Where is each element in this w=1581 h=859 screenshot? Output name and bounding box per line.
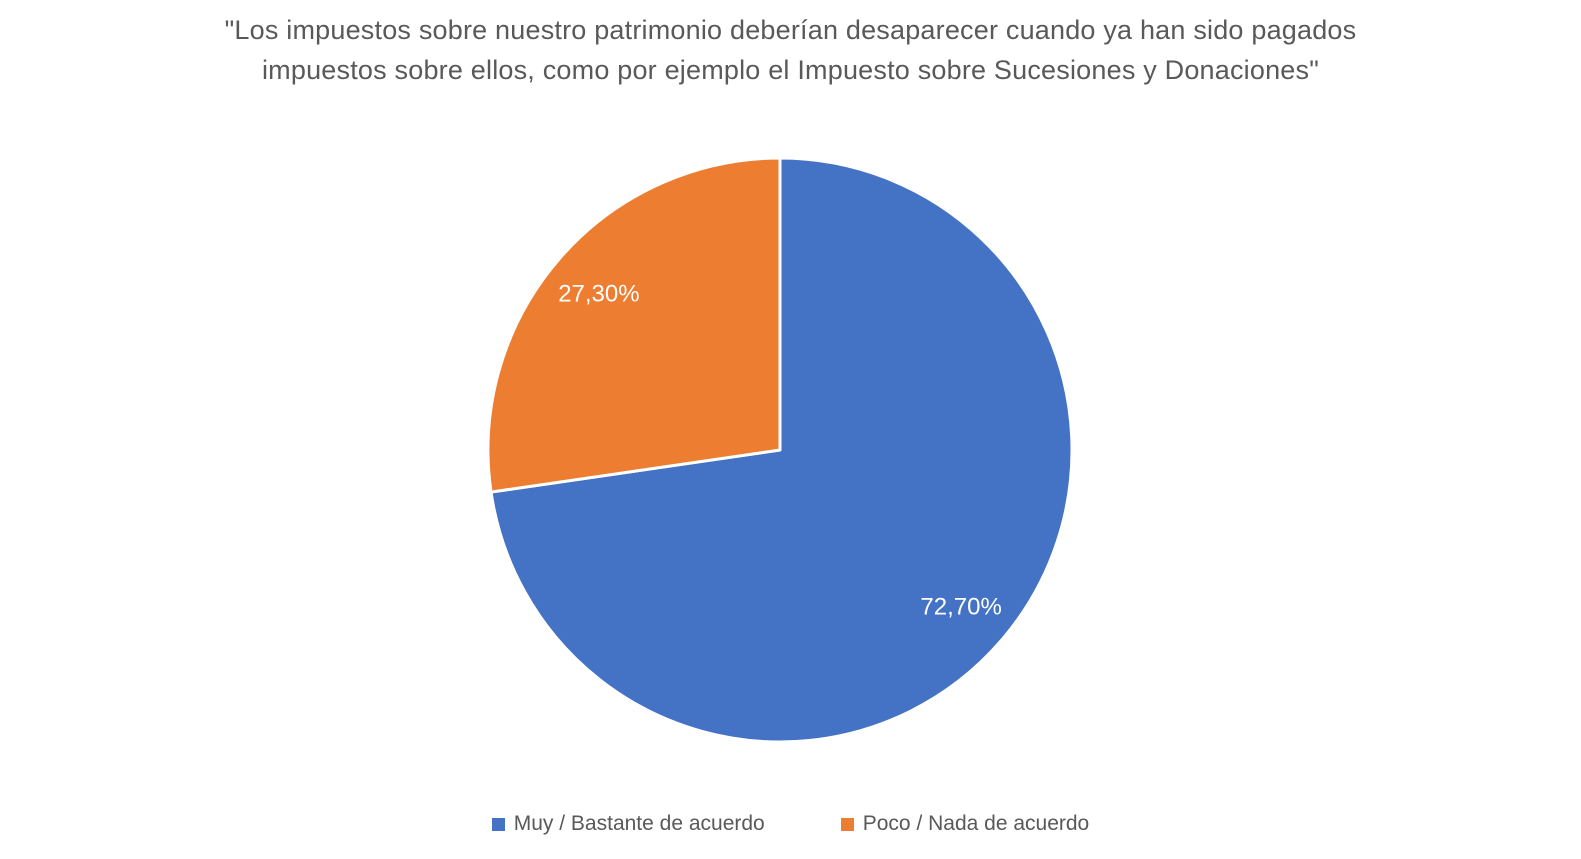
legend-label: Muy / Bastante de acuerdo bbox=[513, 812, 765, 835]
chart-title-line-2: impuestos sobre ellos, como por ejemplo … bbox=[261, 55, 1320, 85]
legend-item-0: Muy / Bastante de acuerdo bbox=[491, 812, 765, 836]
pie-slice-label-0: 72,70% bbox=[920, 594, 1001, 621]
legend-item-1: Poco / Nada de acuerdo bbox=[840, 812, 1090, 836]
pie-slice-1 bbox=[486, 156, 782, 494]
chart-legend: Muy / Bastante de acuerdo Poco / Nada de … bbox=[0, 812, 1581, 836]
legend-marker-icon bbox=[491, 817, 505, 831]
chart-title: "Los impuestos sobre nuestro patrimonio … bbox=[0, 10, 1581, 90]
legend-marker-icon bbox=[840, 817, 854, 831]
pie-slice-label-1: 27,30% bbox=[558, 280, 639, 307]
pie-slice-0 bbox=[489, 156, 1074, 744]
legend-label: Poco / Nada de acuerdo bbox=[862, 812, 1090, 835]
chart-title-line-1: "Los impuestos sobre nuestro patrimonio … bbox=[224, 15, 1357, 45]
